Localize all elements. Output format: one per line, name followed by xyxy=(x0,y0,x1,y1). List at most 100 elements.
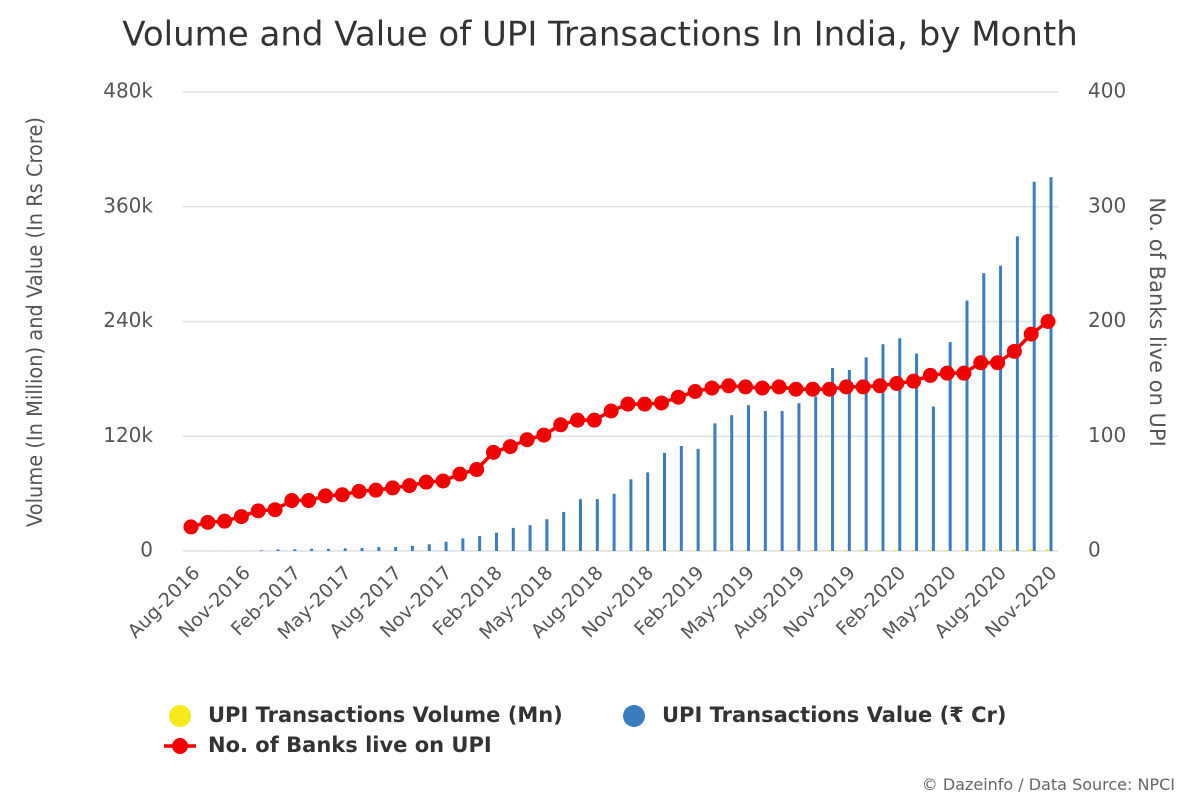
bar xyxy=(810,550,814,551)
y2-tick-label: 100 xyxy=(1088,423,1126,447)
y2-tick-label: 200 xyxy=(1088,308,1126,332)
line-point xyxy=(956,365,972,381)
line-point xyxy=(721,378,737,394)
bar xyxy=(1028,549,1032,551)
line-point xyxy=(284,493,300,509)
bar xyxy=(894,549,898,551)
bar xyxy=(999,265,1003,551)
bar xyxy=(461,538,465,551)
bar xyxy=(877,549,881,551)
bar xyxy=(763,411,767,551)
line-point xyxy=(822,381,838,397)
bar xyxy=(343,548,347,551)
line-point xyxy=(418,474,434,490)
line-point xyxy=(200,514,216,530)
y-tick-label: 240k xyxy=(103,308,153,332)
line-point xyxy=(620,396,636,412)
bar xyxy=(1045,548,1049,551)
bar xyxy=(578,499,582,551)
y2-tick-label: 400 xyxy=(1088,79,1126,103)
bar xyxy=(478,536,482,551)
bar xyxy=(410,545,414,551)
bar xyxy=(831,368,835,551)
line-point xyxy=(586,412,602,428)
bar xyxy=(881,344,885,551)
bar xyxy=(797,403,801,551)
bar xyxy=(843,549,847,551)
bar xyxy=(1032,181,1036,551)
y-axis-title: Volume (In Million) and Value (In Rs Cro… xyxy=(23,117,47,527)
bar xyxy=(276,549,280,551)
line-point xyxy=(368,482,384,498)
line-point xyxy=(1040,314,1056,329)
bar xyxy=(713,423,717,551)
line-point xyxy=(889,375,905,391)
bar xyxy=(911,549,915,551)
bar xyxy=(827,549,831,551)
legend-marker xyxy=(172,738,188,754)
bar xyxy=(847,370,851,551)
line-point xyxy=(317,488,333,504)
bar xyxy=(612,493,616,551)
bar xyxy=(982,273,986,551)
y2-axis-title: No. of Banks live on UPI xyxy=(1145,197,1169,447)
line-point xyxy=(788,381,804,397)
bar xyxy=(793,550,797,551)
line-point xyxy=(385,480,401,496)
legend-item: No. of Banks live on UPI xyxy=(164,733,492,757)
bar xyxy=(494,532,498,551)
line-point xyxy=(569,412,585,428)
y-tick-label: 0 xyxy=(140,538,153,562)
bar xyxy=(528,525,532,551)
bar xyxy=(898,338,902,551)
bar xyxy=(743,550,747,551)
line-point xyxy=(1006,343,1022,359)
line-point xyxy=(754,380,770,396)
line-point xyxy=(973,355,989,371)
bar xyxy=(377,547,381,551)
bar xyxy=(1011,549,1015,551)
bar xyxy=(915,353,919,551)
bar xyxy=(326,548,330,551)
line-point xyxy=(183,519,199,535)
bar xyxy=(995,549,999,551)
line-point xyxy=(452,466,468,482)
bar xyxy=(965,300,969,551)
bar xyxy=(646,472,650,551)
bar xyxy=(310,548,314,551)
y2-tick-label: 0 xyxy=(1088,538,1101,562)
bar xyxy=(814,396,818,551)
legend-label: No. of Banks live on UPI xyxy=(208,733,492,757)
line-point xyxy=(838,379,854,395)
line-point xyxy=(872,378,888,394)
legend-marker xyxy=(623,705,645,727)
bar xyxy=(776,550,780,551)
line-point xyxy=(687,383,703,399)
line-point xyxy=(233,509,249,525)
bar xyxy=(394,547,398,551)
legend-item: UPI Transactions Value (₹ Cr) xyxy=(623,703,1006,727)
bar xyxy=(730,415,734,551)
bar xyxy=(562,511,566,551)
line-point xyxy=(704,380,720,396)
bar xyxy=(427,544,431,551)
bar xyxy=(747,405,751,551)
bar xyxy=(696,448,700,551)
y-tick-label: 480k xyxy=(103,79,153,103)
y-tick-label: 120k xyxy=(103,423,153,447)
line-point xyxy=(301,493,317,509)
line-point xyxy=(502,439,518,455)
bar xyxy=(659,550,663,551)
legend-marker xyxy=(169,705,191,727)
line-point xyxy=(906,373,922,389)
line-point xyxy=(1023,326,1039,342)
bar xyxy=(675,550,679,551)
legend-label: UPI Transactions Value (₹ Cr) xyxy=(662,703,1006,727)
bar xyxy=(360,548,364,551)
bar xyxy=(860,549,864,551)
line-point xyxy=(267,502,283,518)
y2-tick-label: 300 xyxy=(1088,193,1126,217)
line-point xyxy=(738,379,754,395)
bar xyxy=(927,550,931,551)
